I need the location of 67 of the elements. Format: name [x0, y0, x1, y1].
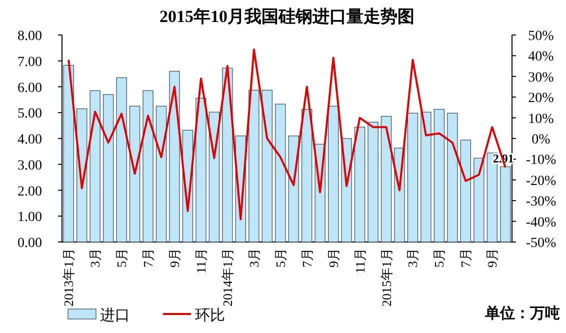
bar [169, 70, 180, 242]
y2-tick-label: -30% [526, 194, 556, 210]
y2-tick-label: -40% [526, 215, 556, 230]
x-tick-label: 3月 [88, 248, 103, 268]
y2-tick-label: 20% [528, 91, 554, 106]
y-tick-label: 5.00 [18, 106, 42, 122]
y2-tick-label: 10% [528, 112, 554, 127]
x-tick-label: 9月 [326, 248, 341, 268]
y2-tick-label: -20% [526, 174, 556, 189]
bar [420, 112, 432, 242]
y2-tick-label: -10% [526, 153, 556, 168]
bar [102, 94, 114, 242]
x-tick-label: 5月 [272, 248, 288, 268]
bar [222, 68, 233, 242]
x-tick-label: 7月 [458, 248, 474, 268]
bar [63, 64, 74, 242]
bar [129, 106, 140, 242]
legend-label: 进口 [100, 307, 130, 324]
bar [407, 112, 418, 242]
bar [275, 104, 286, 242]
bar [302, 108, 312, 242]
y2-tick-label: 50% [528, 29, 554, 44]
y-tick-label: 0.00 [18, 236, 42, 251]
bar [354, 126, 366, 242]
bar [288, 136, 299, 242]
text: 单位：万吨 [484, 305, 560, 322]
x-tick-label: 3月 [246, 248, 262, 268]
bar [248, 90, 260, 242]
x-tick-label: 2014年1月 [220, 248, 235, 306]
chart-title: 2015年10月我国硅钢进口量走势图 [160, 7, 414, 26]
x-tick-label: 7月 [299, 248, 314, 268]
x-tick-label: 2015年1月 [378, 248, 394, 306]
y2-tick-label: -50% [526, 236, 556, 251]
x-tick-label: 2013年1月 [61, 248, 76, 306]
y-tick-label: 1.00 [18, 210, 42, 226]
x-tick-label: 3月 [405, 248, 420, 268]
x-tick-label: 9月 [484, 248, 500, 268]
bar [156, 106, 167, 242]
y2-tick-label: 0% [532, 132, 551, 148]
y-tick-label: 8.00 [18, 29, 42, 44]
bar [262, 90, 272, 242]
bar [116, 77, 127, 242]
bar [500, 166, 511, 242]
bar [380, 116, 392, 242]
bar [90, 90, 100, 242]
x-tick-label: 7月 [140, 248, 156, 268]
x-tick-label: 5月 [114, 248, 130, 268]
x-tick-label: 5月 [432, 248, 447, 268]
bar [460, 140, 472, 242]
bar [368, 122, 378, 242]
y-tick-label: 6.00 [18, 80, 42, 96]
bar [142, 90, 154, 242]
x-tick-label: 9月 [167, 248, 182, 268]
y-tick-label: 2.00 [18, 184, 42, 200]
bar [196, 98, 206, 242]
bar [447, 112, 458, 242]
y-tick-label: 4.00 [18, 132, 42, 148]
bar [434, 108, 445, 242]
bar [328, 106, 339, 242]
y2-tick-label: 40% [528, 50, 554, 65]
bar [474, 158, 484, 242]
legend-label: 环比 [195, 307, 225, 324]
y-tick-label: 7.00 [18, 54, 42, 70]
y2-tick-label: 30% [528, 70, 554, 86]
x-tick-label: 11月 [193, 248, 208, 274]
y-tick-label: 3.00 [18, 158, 42, 174]
x-tick-label: 11月 [352, 248, 368, 274]
